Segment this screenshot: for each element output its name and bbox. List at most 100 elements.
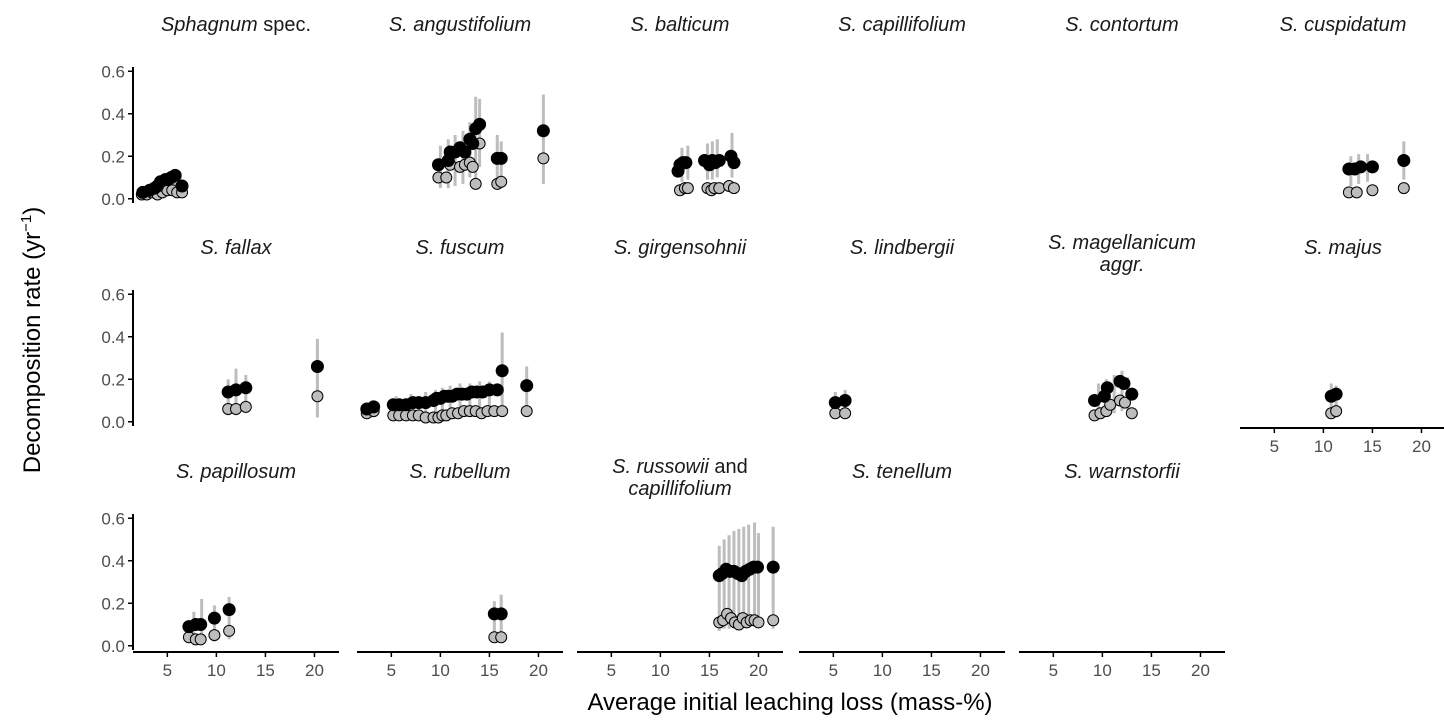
panel-title-species: S. fallax [200, 237, 272, 259]
panel-s-fuscum: S. fuscum [360, 237, 534, 424]
panel-title: Sphagnum spec. [161, 14, 311, 36]
x-tick-label: 15 [1142, 661, 1161, 680]
panel-s-capillifolium: S. capillifolium [838, 14, 966, 36]
panel-title: S. girgensohnii [614, 237, 747, 259]
data-point-lower [537, 152, 550, 165]
panel-grid: Sphagnum spec. 0.0 0.2 0.4 0.6 S. angustifoli… [101, 14, 1444, 680]
x-tick-label: 10 [873, 661, 892, 680]
data-point-upper [1100, 381, 1114, 395]
data-point-lower [495, 631, 508, 644]
data-point-upper [207, 611, 221, 625]
panel-title-suffix: and [709, 456, 748, 478]
data-point-lower [440, 171, 453, 184]
x-tick-label: 10 [651, 661, 670, 680]
x-tick-label: 10 [431, 661, 450, 680]
data-point-upper [1329, 387, 1343, 401]
panel-title-species: S. russowii [612, 456, 709, 478]
x-tick-label: 5 [1049, 661, 1058, 680]
x-tick-label: 15 [1363, 437, 1382, 456]
panel-title-species: S. fuscum [416, 237, 505, 259]
data-point-upper [536, 124, 550, 138]
data-point-upper [1397, 154, 1411, 167]
panel-title-species: S. angustifolium [389, 14, 531, 36]
panel-s-tenellum: S. tenellum 5 10 15 20 [799, 461, 1005, 680]
panel-s-cuspidatum: S. cuspidatum [1280, 14, 1411, 199]
data-point-lower [1350, 186, 1363, 199]
panel-title-species: S. balticum [631, 14, 730, 36]
data-point-upper [1125, 387, 1139, 401]
panel-s-fallax: S. fallax 0.0 0.2 0.4 0.6 [101, 237, 324, 432]
data-point-lower [681, 182, 694, 195]
x-tick-label: 10 [1093, 661, 1112, 680]
data-point-upper [766, 560, 780, 574]
panel-s-warnstorfii: S. warnstorfii 5 10 15 20 [1019, 461, 1225, 680]
panel-s-contortum: S. contortum [1065, 14, 1178, 36]
panel-s-girgensohnii: S. girgensohnii [614, 237, 747, 259]
data-point-lower [239, 400, 252, 413]
data-point-upper [473, 117, 487, 131]
data-point-lower [469, 177, 482, 190]
panel-s-balticum: S. balticum [631, 14, 741, 197]
data-point-upper [490, 383, 504, 397]
data-point-lower [1118, 396, 1131, 409]
panel-title: S. majus [1304, 237, 1382, 259]
data-point-upper [1354, 160, 1368, 174]
data-point-upper [520, 379, 534, 393]
x-tick-label: 5 [607, 661, 616, 680]
panel-title-species: S. contortum [1065, 14, 1178, 36]
y-axis-title-close: ) [19, 207, 46, 215]
panel-title: S. lindbergii [850, 237, 955, 259]
data-point-lower [727, 182, 740, 195]
data-point-upper [168, 168, 182, 182]
panel-title: S. contortum [1065, 14, 1178, 36]
data-point-upper [466, 137, 480, 150]
y-tick-label: 0.6 [101, 509, 125, 528]
y-tick-label: 0.6 [101, 285, 125, 304]
panel-title: S. warnstorfii [1064, 461, 1180, 483]
y-tick-label: 0.0 [101, 190, 125, 209]
data-point-lower [839, 407, 852, 420]
x-tick-label: 10 [207, 661, 226, 680]
data-point-upper [727, 156, 741, 170]
x-tick-label: 20 [1191, 661, 1210, 680]
data-point-lower [1397, 182, 1410, 195]
panel-title: S. balticum [631, 14, 730, 36]
data-point-upper [494, 151, 508, 165]
panel-title-species: S. capillifolium [838, 14, 966, 36]
data-point-upper [222, 603, 236, 617]
y-axis-title: Decomposition rate (yr−1) [18, 207, 46, 474]
panel-title-species: S. warnstorfii [1064, 461, 1180, 483]
panel-sphagnum: Sphagnum spec. 0.0 0.2 0.4 0.6 [101, 14, 311, 209]
y-tick-label: 0.0 [101, 413, 125, 432]
panel-title-species: S. rubellum [409, 461, 510, 483]
x-tick-label: 20 [529, 661, 548, 680]
data-point-lower [1366, 184, 1379, 197]
panel-title: S. fuscum [416, 237, 505, 259]
panel-title-species: S. girgensohnii [614, 237, 747, 259]
x-tick-label: 20 [1412, 437, 1431, 456]
panel-title-species: S. magellanicum [1048, 232, 1196, 254]
data-point-upper [367, 400, 381, 414]
data-point-lower [752, 616, 765, 629]
panel-s-majus: S. majus 5 10 15 20 [1240, 237, 1444, 456]
panel-title-species: S. lindbergii [850, 237, 955, 259]
data-point-upper [458, 145, 472, 159]
data-point-lower [194, 633, 207, 646]
y-tick-label: 0.2 [101, 147, 125, 166]
panel-title: S. fallax [200, 237, 272, 259]
x-tick-label: 15 [480, 661, 499, 680]
panel-title-line2: aggr. [1100, 254, 1145, 276]
panel-title: S. cuspidatum [1280, 14, 1407, 36]
panel-title-species: S. tenellum [852, 461, 952, 483]
panel-s-rubellum: S. rubellum 5 10 15 20 [357, 461, 563, 680]
panel-title-suffix: spec. [258, 14, 311, 36]
data-point-lower [1330, 405, 1343, 418]
panel-s-papillosum: S. papillosum 0.0 0.2 0.4 0.6 5 10 15 20 [101, 461, 339, 680]
data-point-lower [230, 403, 242, 415]
x-tick-label: 5 [1270, 437, 1279, 456]
x-tick-label: 20 [749, 661, 768, 680]
panel-title: S. tenellum [852, 461, 952, 483]
